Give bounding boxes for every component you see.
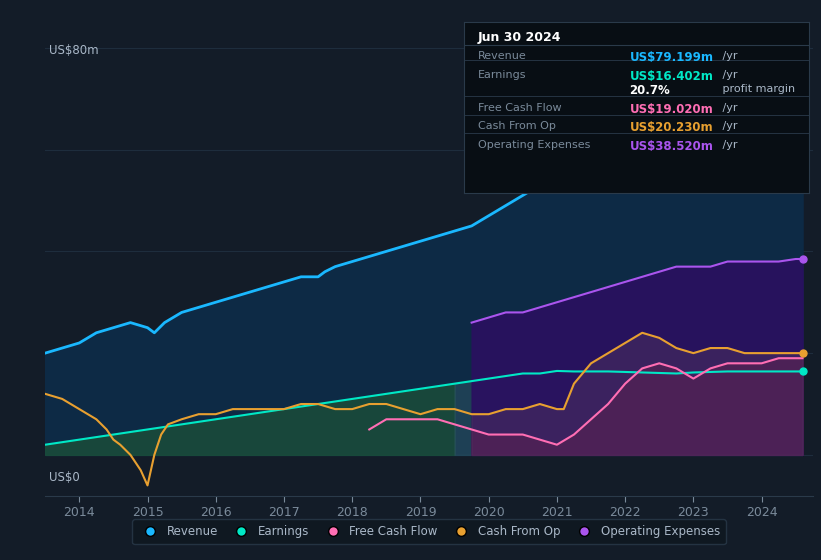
Text: Earnings: Earnings bbox=[478, 70, 526, 80]
Legend: Revenue, Earnings, Free Cash Flow, Cash From Op, Operating Expenses: Revenue, Earnings, Free Cash Flow, Cash … bbox=[132, 519, 726, 544]
Text: US$19.020m: US$19.020m bbox=[630, 102, 713, 116]
Text: profit margin: profit margin bbox=[719, 84, 796, 94]
Text: US$79.199m: US$79.199m bbox=[630, 52, 713, 64]
Text: US$0: US$0 bbox=[49, 471, 80, 484]
Text: Cash From Op: Cash From Op bbox=[478, 122, 556, 132]
Text: US$16.402m: US$16.402m bbox=[630, 70, 713, 83]
Text: /yr: /yr bbox=[719, 52, 737, 62]
Text: Revenue: Revenue bbox=[478, 52, 526, 62]
Text: 20.7%: 20.7% bbox=[630, 84, 670, 97]
Text: /yr: /yr bbox=[719, 122, 737, 132]
Text: US$20.230m: US$20.230m bbox=[630, 122, 713, 134]
Text: Free Cash Flow: Free Cash Flow bbox=[478, 102, 562, 113]
Text: /yr: /yr bbox=[719, 102, 737, 113]
Text: US$38.520m: US$38.520m bbox=[630, 140, 713, 153]
Text: Operating Expenses: Operating Expenses bbox=[478, 140, 590, 150]
Text: US$80m: US$80m bbox=[49, 44, 99, 57]
Text: /yr: /yr bbox=[719, 140, 737, 150]
Text: Jun 30 2024: Jun 30 2024 bbox=[478, 31, 562, 44]
Text: /yr: /yr bbox=[719, 70, 737, 80]
